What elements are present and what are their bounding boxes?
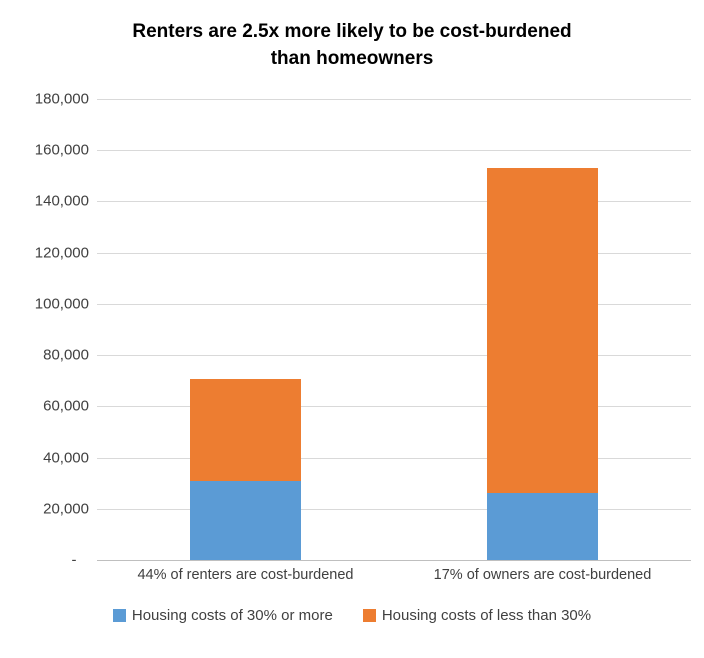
bar-segment-not-burdened [190, 379, 301, 481]
bar-renters [190, 379, 301, 560]
category-label-owners: 17% of owners are cost-burdened [433, 567, 652, 583]
y-tick-label: 100,000 [34, 295, 89, 313]
legend: Housing costs of 30% or more Housing cost… [0, 607, 704, 624]
legend-label: Housing costs of 30% or more [131, 607, 333, 624]
legend-swatch-icon [112, 609, 126, 622]
gridline [97, 508, 691, 510]
legend-label: Housing costs of less than 30% [381, 607, 592, 624]
x-axis-labels: 44% of renters are cost-burdened 17% of o… [97, 567, 691, 583]
y-tick-label: 180,000 [34, 90, 89, 108]
y-tick-label: 60,000 [43, 397, 89, 415]
y-tick-label: 160,000 [34, 141, 89, 159]
gridline [97, 355, 691, 357]
bar-segment-burdened [190, 480, 301, 560]
y-tick-label: - [71, 551, 89, 569]
y-axis: - 20,000 40,000 60,000 80,000 100,000 120,000… [0, 91, 97, 569]
chart-title: Renters are 2.5x more likely to be cost-… [0, 0, 704, 72]
y-tick-label: 80,000 [43, 346, 89, 364]
y-tick-label: 40,000 [43, 449, 89, 467]
chart-title-line2: than homeowners [270, 48, 434, 69]
bar-segment-not-burdened [487, 168, 598, 494]
plot-area [97, 99, 691, 561]
bar-owners [487, 168, 598, 560]
y-tick-label: 20,000 [43, 500, 89, 518]
gridline [97, 201, 691, 203]
gridline [97, 457, 691, 459]
legend-item-0: Housing costs of 30% or more [112, 607, 333, 624]
y-tick-label: 120,000 [34, 244, 89, 262]
gridline [97, 406, 691, 408]
gridline [97, 252, 691, 254]
chart-body: - 20,000 40,000 60,000 80,000 100,000 120,000… [0, 91, 691, 569]
y-tick-label: 140,000 [34, 192, 89, 210]
chart-title-line1: Renters are 2.5x more likely to be cost-… [132, 21, 572, 42]
gridline [97, 150, 691, 152]
gridline [97, 303, 691, 305]
bar-segment-burdened [487, 493, 598, 560]
legend-swatch-icon [362, 609, 376, 622]
category-label-renters: 44% of renters are cost-burdened [137, 567, 354, 583]
legend-item-1: Housing costs of less than 30% [362, 607, 592, 624]
gridline [97, 99, 691, 100]
